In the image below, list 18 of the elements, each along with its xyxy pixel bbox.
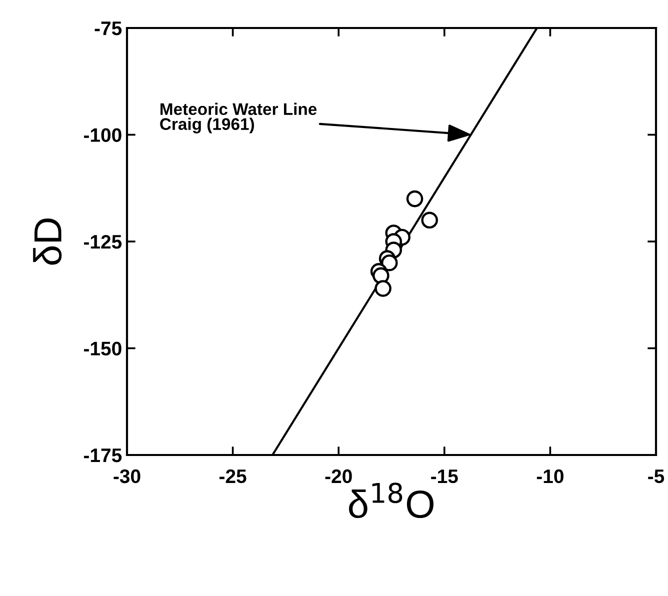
x-tick-label: -15 [431, 470, 458, 484]
annotation: Meteoric Water Line Craig (1961) [160, 102, 317, 134]
y-tick-label: -150 [84, 342, 122, 356]
x-axis-title: δ$^{18}$O [348, 482, 434, 518]
point [374, 280, 392, 297]
x-tick-label: -10 [536, 469, 564, 484]
y-axis-title: δD [33, 218, 62, 265]
x-tick-label: -25 [220, 469, 246, 484]
y-tick-label: -100 [84, 128, 122, 142]
x-tick-label: -20 [325, 469, 352, 484]
x-tick-label: -5 [648, 470, 664, 484]
y-tick-label: -75 [94, 22, 122, 36]
point [406, 190, 424, 208]
point [380, 254, 398, 272]
x-tick-label: -30 [114, 469, 140, 484]
point [421, 212, 438, 229]
y-tick-label: -125 [84, 234, 122, 249]
y-tick-label: -175 [84, 448, 122, 462]
